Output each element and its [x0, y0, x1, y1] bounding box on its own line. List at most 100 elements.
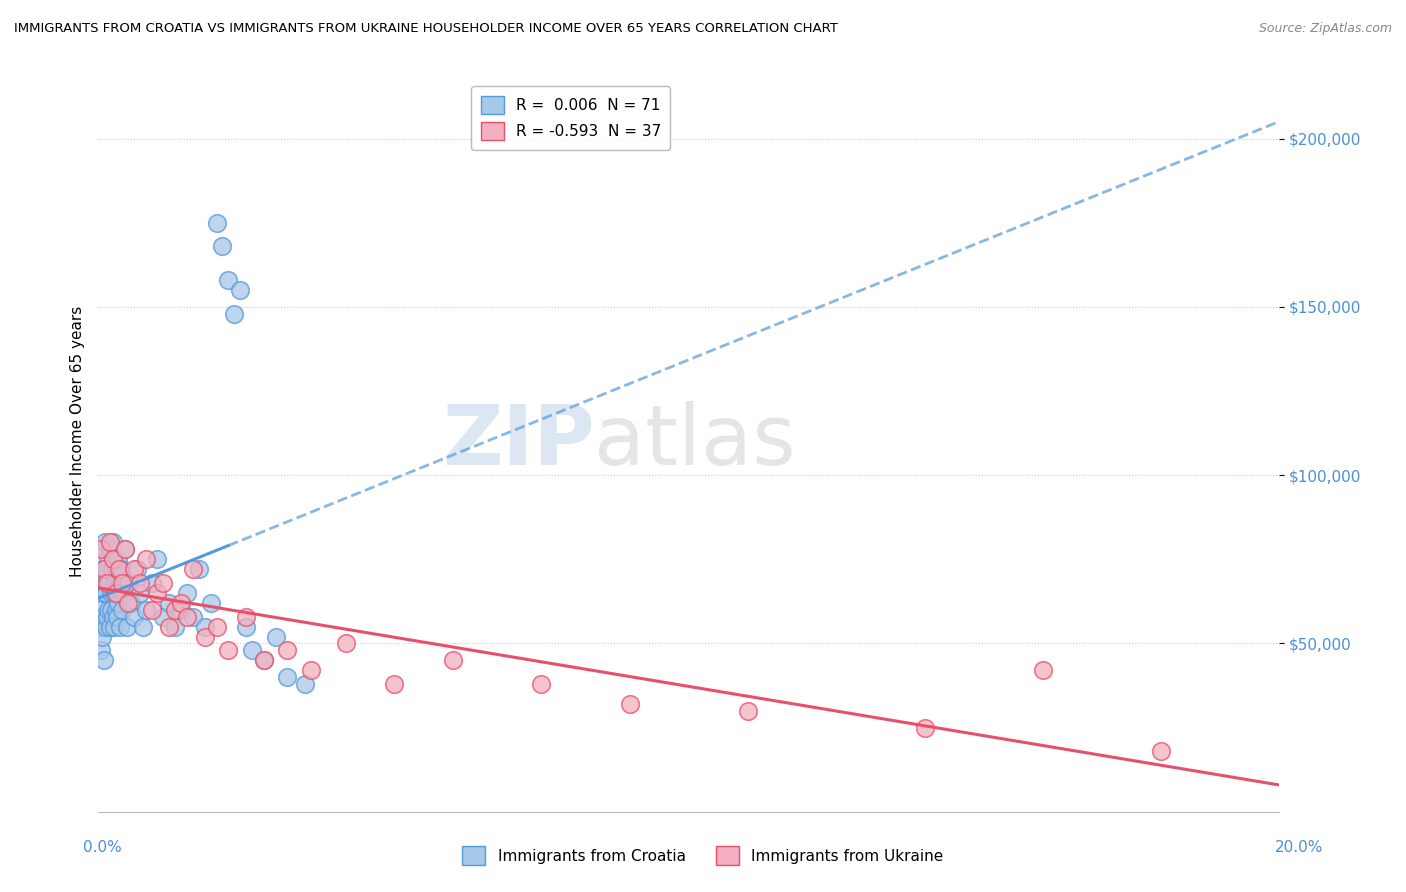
Point: [91, 630, 114, 644]
Point: [122, 609, 145, 624]
Point: [737, 704, 759, 718]
Point: [103, 586, 125, 600]
Point: [141, 603, 163, 617]
Point: [128, 586, 150, 600]
Text: 20.0%: 20.0%: [1275, 840, 1323, 855]
Point: [181, 609, 204, 624]
Text: 0.0%: 0.0%: [83, 840, 122, 855]
Point: [104, 575, 127, 590]
Point: [114, 542, 136, 557]
Point: [229, 283, 252, 297]
Point: [105, 609, 128, 624]
Point: [101, 562, 124, 576]
Legend: R =  0.006  N = 71, R = -0.593  N = 37: R = 0.006 N = 71, R = -0.593 N = 37: [471, 87, 671, 150]
Point: [91, 609, 114, 624]
Point: [194, 630, 217, 644]
Point: [93, 542, 115, 557]
Point: [94, 569, 117, 583]
Point: [335, 636, 357, 650]
Point: [89, 603, 111, 617]
Point: [93, 586, 115, 600]
Point: [94, 586, 117, 600]
Point: [107, 552, 129, 566]
Point: [107, 596, 129, 610]
Point: [253, 653, 276, 667]
Point: [240, 643, 263, 657]
Text: ZIP: ZIP: [441, 401, 595, 482]
Point: [128, 575, 150, 590]
Point: [1032, 664, 1054, 678]
Point: [115, 619, 138, 633]
Point: [117, 575, 139, 590]
Point: [97, 552, 120, 566]
Point: [217, 273, 239, 287]
Point: [135, 603, 157, 617]
Point: [89, 619, 111, 633]
Point: [100, 586, 122, 600]
Point: [141, 575, 163, 590]
Point: [205, 619, 228, 633]
Point: [101, 609, 124, 624]
Point: [98, 535, 121, 549]
Point: [125, 562, 148, 576]
Point: [176, 586, 198, 600]
Point: [165, 619, 187, 633]
Point: [294, 677, 316, 691]
Point: [530, 677, 553, 691]
Point: [253, 653, 276, 667]
Point: [98, 542, 121, 557]
Point: [187, 562, 209, 576]
Point: [170, 596, 193, 610]
Point: [152, 575, 174, 590]
Point: [235, 609, 257, 624]
Point: [105, 603, 128, 617]
Text: atlas: atlas: [595, 401, 796, 482]
Point: [1150, 744, 1173, 758]
Point: [98, 575, 121, 590]
Point: [112, 586, 135, 600]
Point: [114, 542, 136, 557]
Point: [276, 670, 298, 684]
Point: [111, 603, 134, 617]
Text: IMMIGRANTS FROM CROATIA VS IMMIGRANTS FROM UKRAINE HOUSEHOLDER INCOME OVER 65 YE: IMMIGRANTS FROM CROATIA VS IMMIGRANTS FR…: [14, 22, 838, 36]
Point: [170, 603, 193, 617]
Point: [111, 575, 134, 590]
Point: [224, 307, 246, 321]
Point: [157, 596, 180, 610]
Point: [264, 630, 287, 644]
Point: [105, 586, 128, 600]
Point: [93, 562, 115, 576]
Point: [122, 562, 145, 576]
Point: [103, 552, 125, 566]
Point: [100, 603, 122, 617]
Point: [104, 562, 127, 576]
Point: [146, 586, 169, 600]
Point: [276, 643, 298, 657]
Point: [90, 542, 112, 557]
Point: [914, 721, 936, 735]
Point: [299, 664, 322, 678]
Point: [194, 619, 217, 633]
Text: Source: ZipAtlas.com: Source: ZipAtlas.com: [1258, 22, 1392, 36]
Point: [93, 653, 115, 667]
Point: [211, 239, 233, 253]
Point: [146, 552, 169, 566]
Point: [108, 575, 131, 590]
Point: [200, 596, 222, 610]
Point: [97, 603, 120, 617]
Point: [235, 619, 257, 633]
Point: [94, 535, 117, 549]
Point: [98, 619, 121, 633]
Point: [135, 552, 157, 566]
Point: [96, 609, 118, 624]
Point: [157, 619, 180, 633]
Point: [217, 643, 239, 657]
Y-axis label: Householder Income Over 65 years: Householder Income Over 65 years: [69, 306, 84, 577]
Legend: Immigrants from Croatia, Immigrants from Ukraine: Immigrants from Croatia, Immigrants from…: [457, 840, 949, 871]
Point: [96, 575, 118, 590]
Point: [90, 643, 112, 657]
Point: [441, 653, 464, 667]
Point: [619, 697, 641, 711]
Point: [105, 586, 128, 600]
Point: [103, 535, 125, 549]
